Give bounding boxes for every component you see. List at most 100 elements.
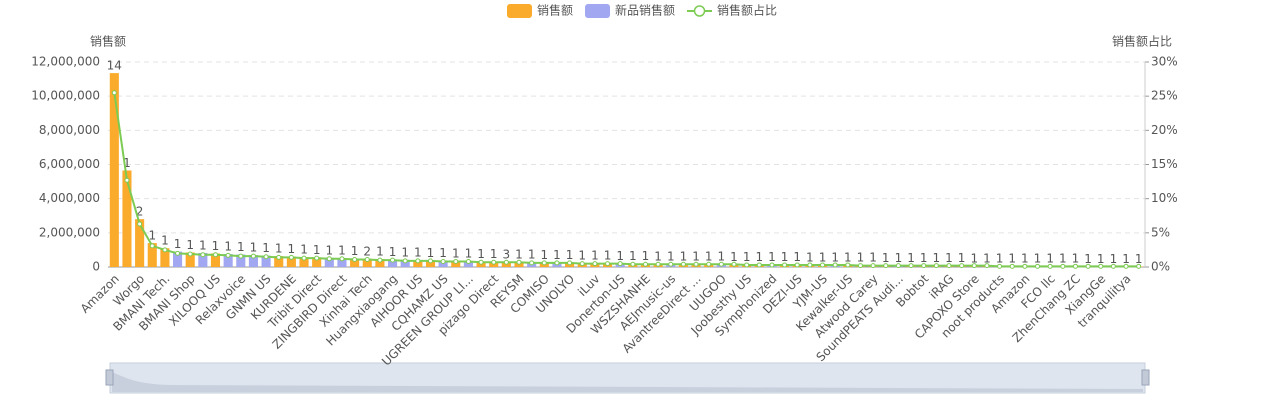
y2-tick-label: 15% <box>1151 157 1178 171</box>
bar <box>122 170 132 267</box>
line-point <box>212 252 218 258</box>
bar <box>261 255 271 267</box>
bar <box>324 257 334 267</box>
line-point <box>642 261 648 267</box>
line-point <box>516 259 522 265</box>
y-tick-label: 2,000,000 <box>39 225 100 239</box>
line-point <box>175 250 181 256</box>
bar-label: 1 <box>907 251 915 265</box>
legend-swatch <box>507 4 532 18</box>
bar-label: 1 <box>186 238 194 252</box>
y-axis-title: 销售额 <box>90 34 126 49</box>
line-point <box>390 257 396 263</box>
line-point <box>680 261 686 267</box>
bar-label: 1 <box>895 251 903 265</box>
y2-tick-label: 10% <box>1151 191 1178 205</box>
legend-label: 新品销售额 <box>615 3 675 18</box>
line-point <box>883 263 889 269</box>
bar-label: 2 <box>136 205 144 219</box>
legend-marker <box>693 5 706 17</box>
bar <box>312 257 322 267</box>
line-point <box>984 263 990 269</box>
y-tick-label: 4,000,000 <box>39 191 100 205</box>
line-point <box>200 252 206 258</box>
bar <box>210 253 221 267</box>
bar <box>185 252 195 267</box>
bar-label: 1 <box>1110 252 1118 266</box>
line-point <box>137 221 143 227</box>
data-zoom[interactable] <box>105 362 1150 394</box>
bar <box>160 248 170 267</box>
line-point <box>756 262 762 268</box>
bar-label: 1 <box>212 239 220 253</box>
bar <box>198 252 208 267</box>
bar-label: 1 <box>237 240 245 254</box>
line-point <box>491 259 497 265</box>
y2-tick-label: 5% <box>1151 225 1170 239</box>
bar <box>337 258 347 267</box>
line-point <box>668 261 674 267</box>
bar <box>274 256 284 267</box>
zoom-handle[interactable] <box>105 369 114 386</box>
bar-label: 1 <box>427 246 435 260</box>
bar-label: 1 <box>389 245 397 259</box>
bar-label: 1 <box>275 242 283 256</box>
line-point <box>895 263 901 269</box>
zoom-handle[interactable] <box>1141 369 1150 386</box>
bar <box>236 254 246 267</box>
bar-label: 1 <box>1135 252 1143 266</box>
line-point <box>541 260 547 266</box>
bar <box>350 258 360 267</box>
y2-axis-title: 销售额占比 <box>1112 34 1172 49</box>
y-tick-label: 8,000,000 <box>39 123 100 137</box>
bar <box>387 259 398 267</box>
bar-label: 1 <box>325 243 333 257</box>
y2-tick-label: 25% <box>1151 89 1178 103</box>
bar-label: 1 <box>705 250 713 264</box>
legend-label: 销售额占比 <box>717 3 777 18</box>
bar <box>173 251 183 267</box>
line-point <box>415 258 421 264</box>
bar-label: 1 <box>313 243 321 257</box>
line-point <box>794 262 800 268</box>
bar-label: 1 <box>1122 252 1130 266</box>
line-point <box>845 262 851 268</box>
line-point <box>326 256 332 262</box>
line-point <box>554 260 560 266</box>
bar-label: 1 <box>452 246 460 260</box>
y2-tick-label: 0% <box>1151 260 1170 274</box>
bar-label: 1 <box>288 242 296 256</box>
bar-label: 1 <box>300 243 308 257</box>
line-point <box>769 262 775 268</box>
line-point <box>921 263 927 269</box>
bar-label: 1 <box>199 238 207 252</box>
legend-item[interactable]: 销售额 <box>507 3 573 19</box>
line-point <box>857 263 863 269</box>
line-point <box>870 263 876 269</box>
line-point <box>1035 263 1041 269</box>
line-point <box>959 263 965 269</box>
bar-label: 1 <box>604 249 612 263</box>
line-point <box>706 261 712 267</box>
line-point <box>655 261 661 267</box>
legend-item[interactable]: 新品销售额 <box>585 3 675 19</box>
line-point <box>276 254 282 260</box>
line-point <box>782 262 788 268</box>
y-tick-label: 6,000,000 <box>39 157 100 171</box>
bar <box>299 257 309 267</box>
bar-label: 1 <box>806 250 814 264</box>
legend-item[interactable]: 销售额占比 <box>687 3 777 18</box>
line-point <box>908 263 914 269</box>
line-point <box>630 261 636 267</box>
bar <box>135 219 145 267</box>
bar-label: 1 <box>250 241 258 255</box>
bar-label: 1 <box>553 248 561 262</box>
legend-label: 销售额 <box>537 3 573 18</box>
bar-label: 1 <box>1084 252 1092 266</box>
line-point <box>1110 263 1116 269</box>
bar-label: 2 <box>363 244 371 258</box>
bar-label: 1 <box>566 248 574 262</box>
bar-label: 1 <box>465 247 473 261</box>
bar-label: 1 <box>123 156 131 170</box>
line-point <box>250 253 256 259</box>
